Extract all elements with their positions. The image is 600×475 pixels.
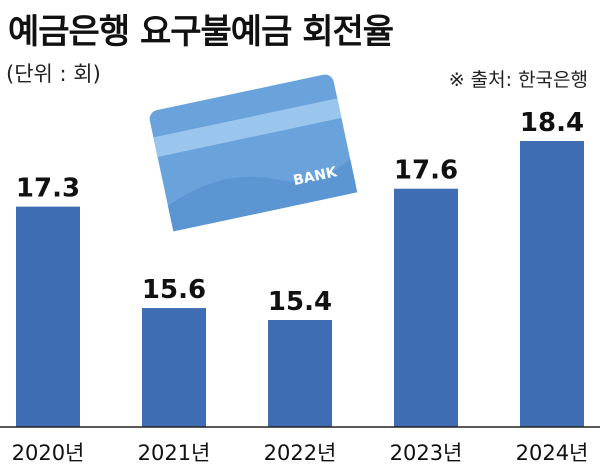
value-label: 18.4	[520, 108, 584, 138]
x-tick-label: 2021년	[138, 441, 211, 465]
value-label: 15.4	[268, 287, 332, 317]
bar-2023	[394, 188, 458, 427]
bar-2021	[142, 308, 206, 427]
x-tick-label: 2024년	[516, 441, 589, 465]
chart-title: 예금은행 요구불예금 회전율	[8, 12, 394, 52]
value-label: 17.3	[16, 174, 80, 204]
credit-card-icon: BANK	[149, 74, 358, 232]
source-label: ※ 출처: 한국은행	[448, 69, 588, 91]
bar-2022	[268, 320, 332, 427]
x-tick-label: 2022년	[264, 441, 337, 465]
unit-label: (단위 : 회)	[6, 62, 101, 86]
x-tick-label: 2023년	[390, 441, 463, 465]
x-tick-label: 2020년	[12, 441, 85, 465]
value-label: 17.6	[394, 156, 458, 186]
bar-2024	[520, 141, 584, 427]
bar-2020	[16, 206, 80, 427]
value-label: 15.6	[142, 275, 206, 305]
